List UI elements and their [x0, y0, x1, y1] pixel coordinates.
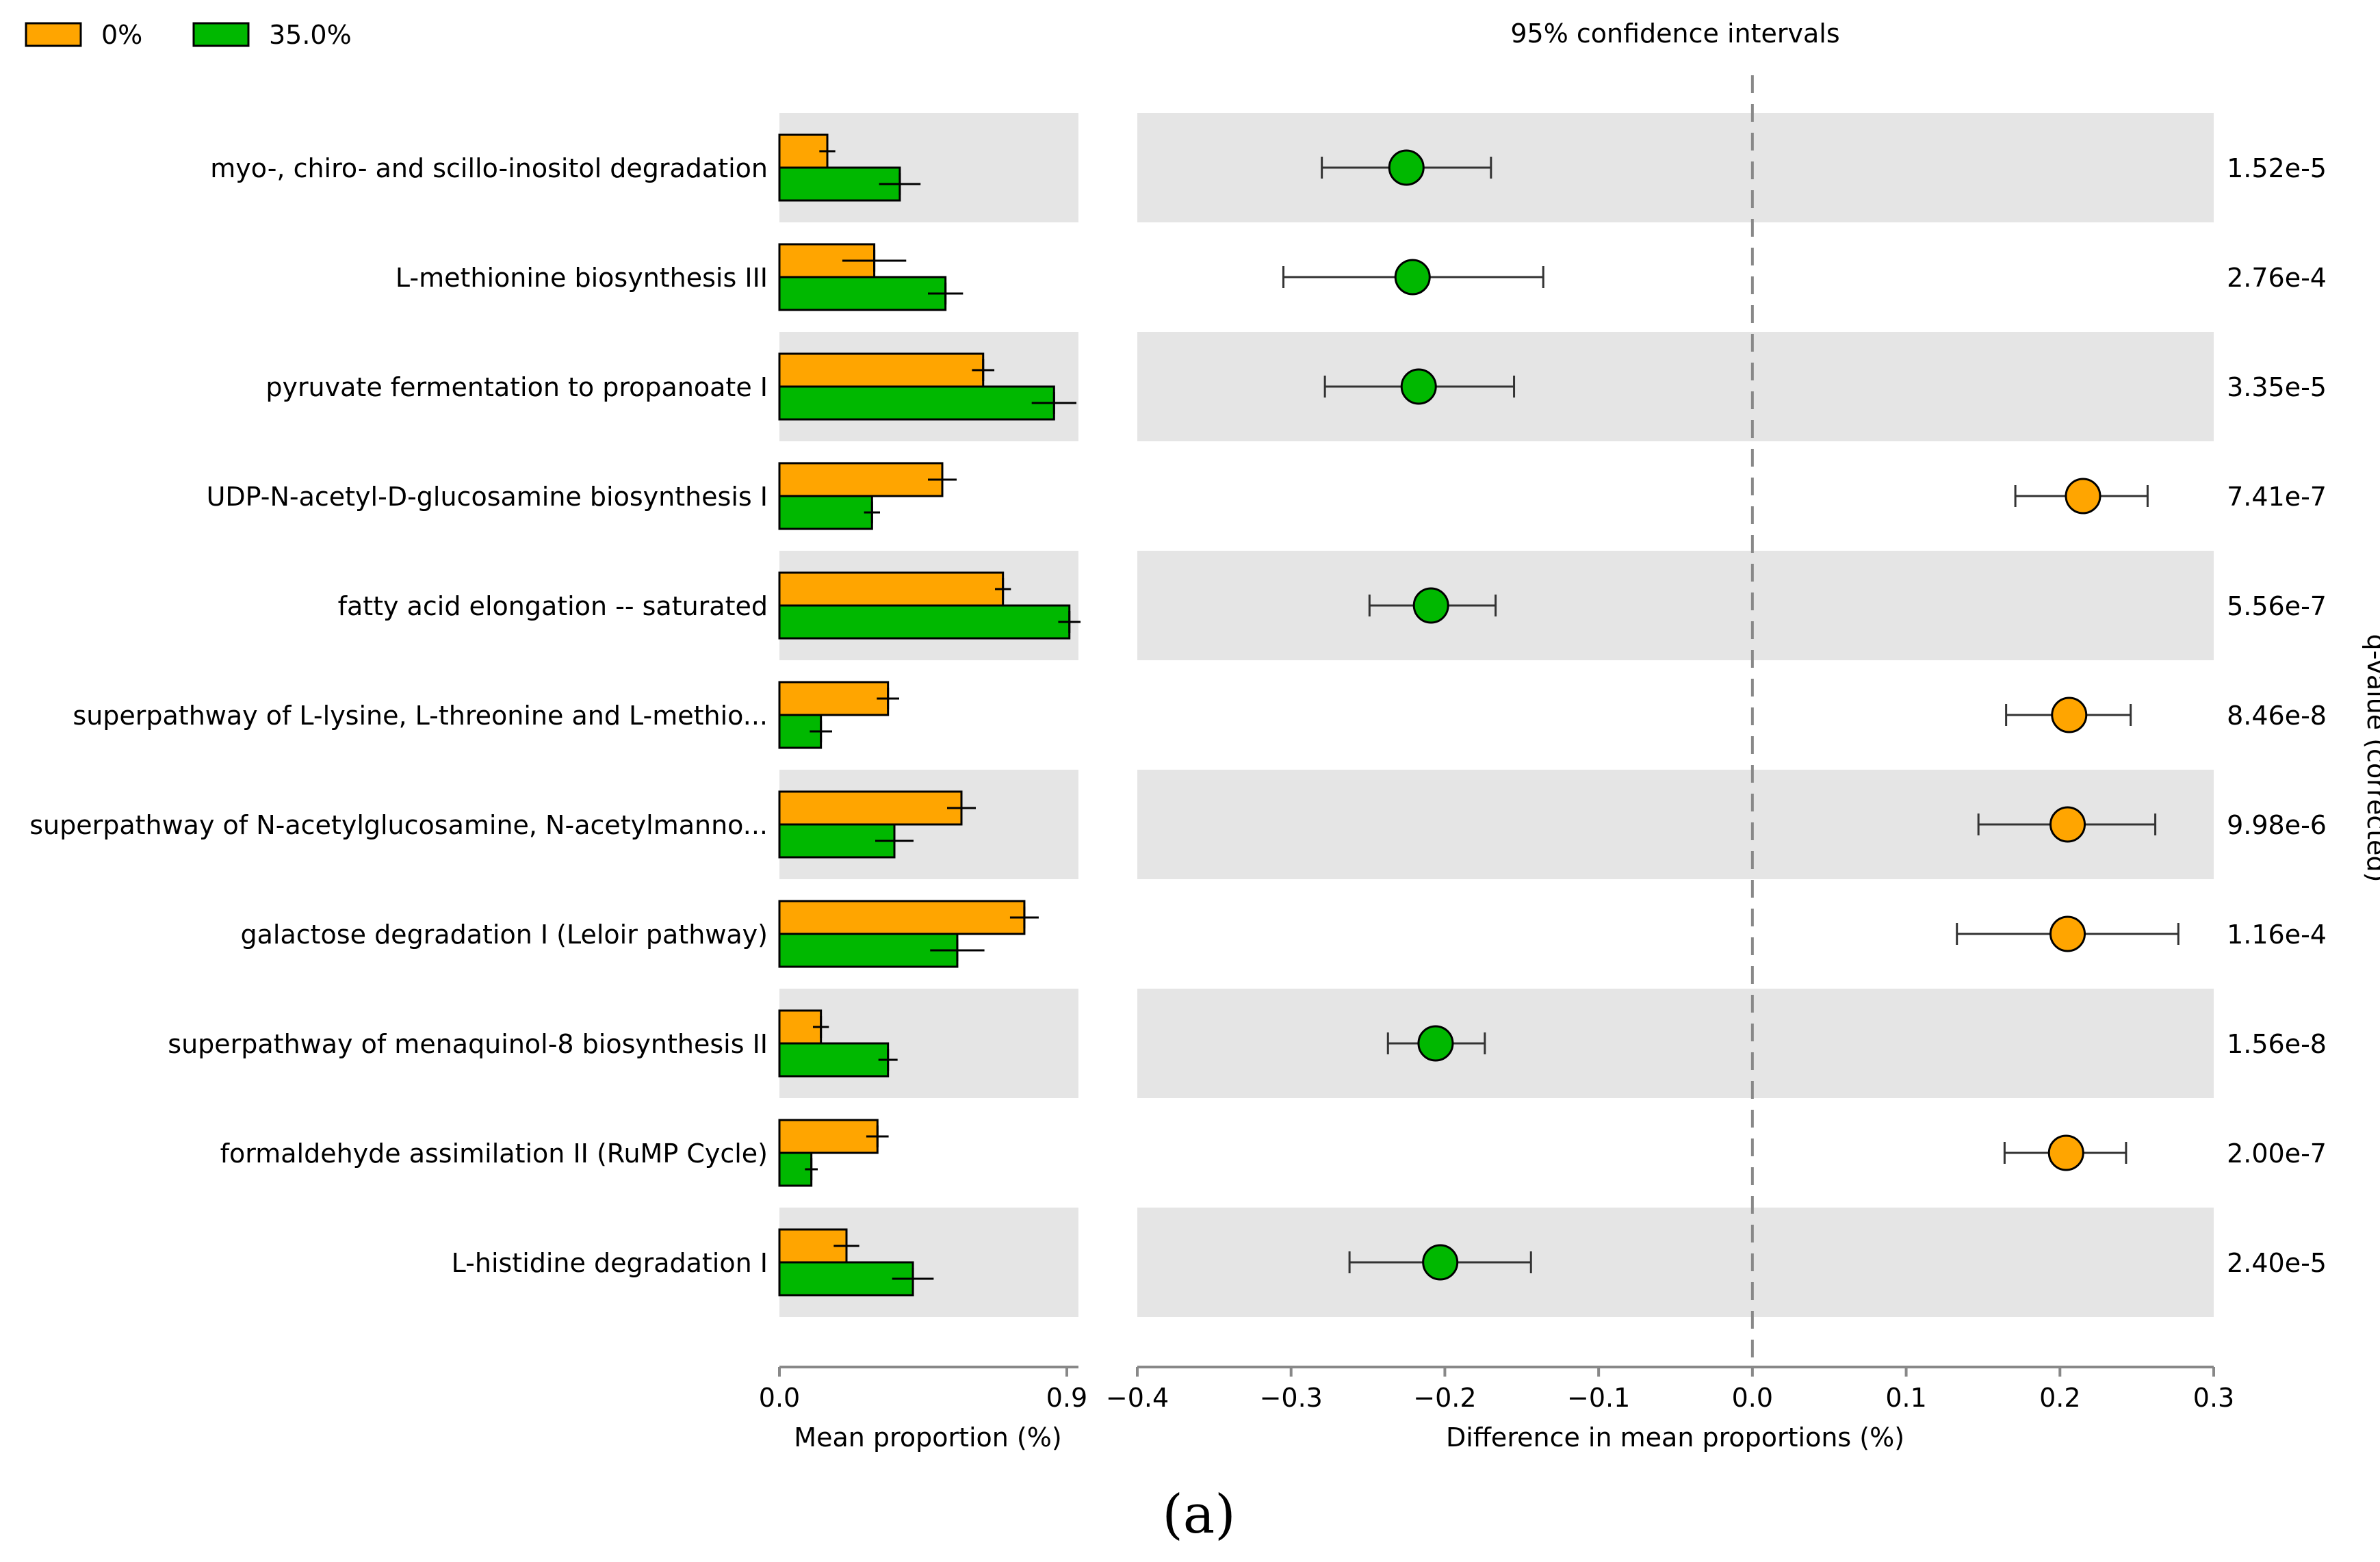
ci-row-band	[1137, 1208, 2214, 1317]
q-value: 9.98e-6	[2227, 810, 2327, 840]
bar-35pct	[778, 604, 1071, 640]
panel-label: (a)	[1162, 1484, 1235, 1546]
bar-35pct	[778, 933, 959, 968]
bar-x-tick-label: 0.0	[759, 1383, 800, 1413]
ci-row-band	[1137, 551, 2214, 660]
q-value-axis-label: q-value (corrected)	[2362, 634, 2380, 883]
ci-point	[1412, 587, 1449, 624]
q-value: 8.46e-8	[2227, 701, 2327, 731]
q-values: 1.52e-5 2.76e-4 3.35e-5 7.41e-7 5.56e-7 8.46e…	[2227, 153, 2327, 1278]
legend: 0% 35.0%	[25, 20, 352, 50]
ci-point	[2049, 915, 2086, 952]
legend-label-35pct: 35.0%	[269, 20, 352, 50]
bar-0pct	[778, 571, 1005, 607]
bar-0pct	[778, 790, 963, 826]
q-value: 1.52e-5	[2227, 153, 2327, 183]
bar-0pct	[778, 352, 985, 388]
ci-x-tick-label: 0.3	[2193, 1383, 2234, 1413]
category-label: myo-, chiro- and scillo-inositol degrada…	[210, 153, 768, 183]
axes: 0.0 0.9 −0.4 −0.3 −0.2 −0.1 0.0 0.1 0.2 0.3	[759, 75, 2234, 1413]
ci-point	[2049, 806, 2086, 843]
bar-35pct	[778, 1261, 914, 1297]
bar-35pct	[778, 385, 1055, 421]
ci-point	[2047, 1134, 2084, 1171]
q-value: 7.41e-7	[2227, 482, 2327, 512]
ci-point	[2065, 478, 2101, 515]
ci-point	[1422, 1244, 1459, 1281]
category-label: pyruvate fermentation to propanoate I	[266, 372, 768, 402]
ci-point	[1400, 368, 1437, 405]
legend-label-0pct: 0%	[101, 20, 142, 50]
ci-point	[1388, 149, 1425, 186]
q-value: 1.16e-4	[2227, 920, 2327, 950]
bar-x-axis-label: Mean proportion (%)	[794, 1422, 1061, 1453]
q-value: 2.40e-5	[2227, 1248, 2327, 1278]
ci-point	[1394, 259, 1431, 296]
category-label: UDP-N-acetyl-D-glucosamine biosynthesis …	[207, 482, 768, 512]
category-label: superpathway of menaquinol-8 biosynthesi…	[168, 1029, 768, 1059]
legend-swatch-35pct	[192, 22, 250, 47]
row-bands	[779, 113, 2214, 1317]
category-label: formaldehyde assimilation II (RuMP Cycle…	[220, 1138, 768, 1169]
category-label: L-histidine degradation I	[452, 1248, 768, 1278]
ci-x-tick-label: 0.1	[1885, 1383, 1926, 1413]
bar-35pct	[778, 714, 823, 749]
category-label: superpathway of N-acetylglucosamine, N-a…	[29, 810, 768, 840]
ci-x-tick-label: −0.4	[1106, 1383, 1169, 1413]
bar-0pct	[778, 462, 944, 497]
q-value: 3.35e-5	[2227, 372, 2327, 402]
ci-point	[2051, 697, 2088, 733]
category-label: fatty acid elongation -- saturated	[338, 591, 768, 621]
ci-x-tick-label: −0.1	[1567, 1383, 1630, 1413]
bar-0pct	[778, 900, 1026, 935]
ci-x-tick-label: −0.2	[1413, 1383, 1476, 1413]
confidence-interval-points	[1282, 149, 2179, 1281]
bar-35pct	[778, 1042, 890, 1078]
ci-x-tick-label: 0.0	[1732, 1383, 1773, 1413]
category-label: superpathway of L-lysine, L-threonine an…	[73, 701, 768, 731]
ci-row-band	[1137, 332, 2214, 441]
bar-0pct	[778, 681, 890, 716]
q-value: 5.56e-7	[2227, 591, 2327, 621]
mean-proportion-bars	[778, 133, 1081, 1297]
ci-point	[1417, 1025, 1454, 1062]
legend-swatch-0pct	[25, 22, 82, 47]
ci-row-band	[1137, 113, 2214, 222]
ci-x-tick-label: 0.2	[2039, 1383, 2080, 1413]
ci-row-band	[1137, 989, 2214, 1098]
q-value: 2.00e-7	[2227, 1138, 2327, 1169]
ci-panel-title: 95% confidence intervals	[1510, 18, 1839, 49]
ci-x-axis-label: Difference in mean proportions (%)	[1446, 1422, 1904, 1453]
category-label: galactose degradation I (Leloir pathway)	[241, 920, 768, 950]
q-value: 1.56e-8	[2227, 1029, 2327, 1059]
ci-x-tick-label: −0.3	[1260, 1383, 1323, 1413]
category-label: L-methionine biosynthesis III	[396, 263, 768, 293]
category-labels: myo-, chiro- and scillo-inositol degrada…	[29, 153, 768, 1278]
q-value: 2.76e-4	[2227, 263, 2327, 293]
bar-0pct	[778, 1119, 879, 1154]
bar-35pct	[778, 276, 947, 311]
bar-x-tick-label: 0.9	[1046, 1383, 1087, 1413]
bar-35pct	[778, 495, 873, 530]
